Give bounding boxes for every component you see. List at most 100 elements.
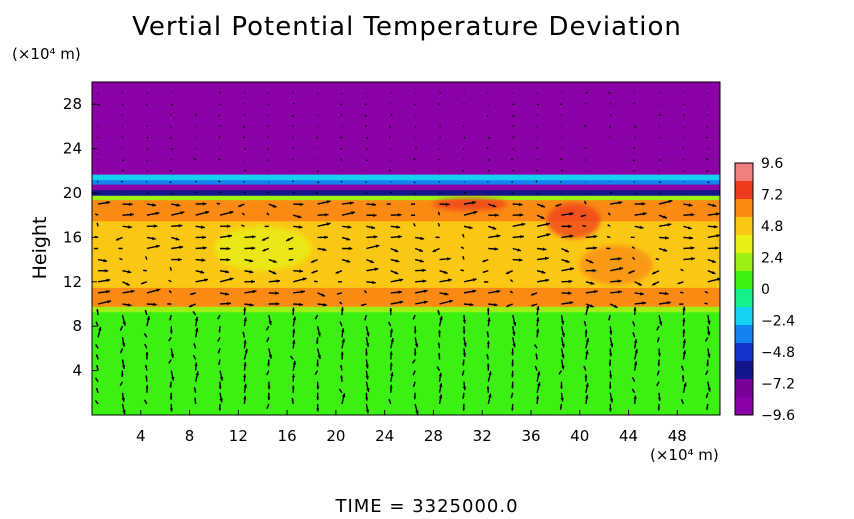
wind-vector xyxy=(536,371,541,382)
wind-vector xyxy=(462,348,467,358)
wind-vector xyxy=(487,136,491,139)
wind-vector xyxy=(170,192,173,195)
wind-vector xyxy=(651,281,660,286)
wind-vector xyxy=(505,270,513,275)
wind-vector xyxy=(610,279,622,283)
wind-vector xyxy=(268,203,277,208)
plot-frame xyxy=(91,81,721,416)
x-tick-label: 44 xyxy=(619,427,638,445)
wind-vector xyxy=(146,203,157,207)
wind-vector xyxy=(536,278,550,283)
wind-vector xyxy=(482,258,489,263)
wind-vector xyxy=(706,359,709,367)
wind-vector xyxy=(338,388,343,394)
wind-vector xyxy=(657,348,662,357)
wind-vector xyxy=(268,302,280,306)
wind-vector xyxy=(194,327,199,338)
wind-vector xyxy=(189,292,196,296)
wind-vector xyxy=(609,103,612,105)
wind-vector xyxy=(96,222,99,227)
wind-vector xyxy=(122,281,131,286)
wind-vector xyxy=(195,235,207,240)
wind-vector xyxy=(146,148,149,150)
wind-vector xyxy=(95,344,99,349)
wind-vector xyxy=(241,224,245,227)
wind-vector xyxy=(366,267,379,272)
wind-vector xyxy=(683,236,694,240)
y-tick-label: 12 xyxy=(63,273,82,291)
colorbar-swatch xyxy=(735,361,753,380)
wind-vector xyxy=(195,258,206,262)
wind-vector xyxy=(268,348,273,359)
wind-vector xyxy=(194,362,198,371)
wind-vector xyxy=(462,315,467,324)
wind-vector xyxy=(609,370,613,379)
wind-vector xyxy=(658,301,671,305)
wind-vector xyxy=(512,125,515,128)
wind-vector xyxy=(192,310,197,316)
wind-vector xyxy=(707,203,717,208)
wind-vector xyxy=(292,91,294,94)
wind-vector xyxy=(682,318,686,327)
x-tick-label: 12 xyxy=(229,427,248,445)
wind-vector xyxy=(292,102,295,105)
wind-vector xyxy=(119,348,124,354)
wind-vector xyxy=(439,257,451,261)
wind-vector xyxy=(634,192,637,195)
wind-vector xyxy=(488,289,501,294)
wind-vector xyxy=(633,181,636,184)
warm-anomaly-0 xyxy=(546,202,601,239)
wind-vector xyxy=(292,328,296,338)
colorbar-swatch xyxy=(735,181,753,200)
wind-vector xyxy=(414,125,417,128)
wind-vector xyxy=(512,337,516,348)
wind-vector xyxy=(585,234,598,239)
wind-vector xyxy=(414,258,424,263)
wind-vector xyxy=(341,338,345,349)
x-tick-label: 36 xyxy=(521,427,540,445)
wind-vector xyxy=(512,247,522,252)
wind-vector xyxy=(413,158,416,161)
wind-vector xyxy=(655,258,660,261)
wind-vector xyxy=(658,136,661,139)
wind-vector xyxy=(608,314,611,321)
wind-vector xyxy=(462,326,466,334)
x-tick-label: 24 xyxy=(375,427,394,445)
wind-vector xyxy=(460,269,465,272)
wind-vector xyxy=(512,326,516,336)
wind-vector xyxy=(389,351,393,360)
wind-vector xyxy=(195,278,209,283)
y-tick-label: 16 xyxy=(63,228,82,246)
wind-vector xyxy=(534,344,538,349)
wind-vector xyxy=(317,222,331,227)
wind-vector xyxy=(145,375,148,382)
wind-vector xyxy=(120,180,123,183)
wind-vector xyxy=(608,359,612,367)
wind-vector xyxy=(610,201,623,205)
wind-vector xyxy=(268,314,272,326)
wind-vector xyxy=(413,326,417,334)
wind-vector xyxy=(219,277,234,283)
wind-vector xyxy=(436,366,441,371)
wind-vector xyxy=(536,306,540,316)
wind-vector xyxy=(683,225,692,230)
wind-vector xyxy=(366,213,377,218)
wind-vector xyxy=(170,103,173,106)
wind-vector xyxy=(656,370,660,376)
wind-vector xyxy=(585,349,589,360)
wind-vector xyxy=(387,321,392,327)
wind-vector xyxy=(462,403,466,411)
wind-vector xyxy=(98,269,109,273)
wind-vector xyxy=(267,125,270,127)
colorbar-label: 4.8 xyxy=(761,219,783,235)
colorbar-swatch xyxy=(735,397,753,416)
wind-vector xyxy=(366,258,375,264)
wind-vector xyxy=(341,246,353,251)
wind-vector xyxy=(143,399,148,405)
wind-vector xyxy=(217,348,221,354)
wind-vector xyxy=(316,403,320,412)
wind-vector xyxy=(439,202,450,207)
wind-vector xyxy=(219,370,224,381)
wind-vector xyxy=(707,224,718,229)
y-axis-unit: (×10⁴ m) xyxy=(12,45,81,63)
